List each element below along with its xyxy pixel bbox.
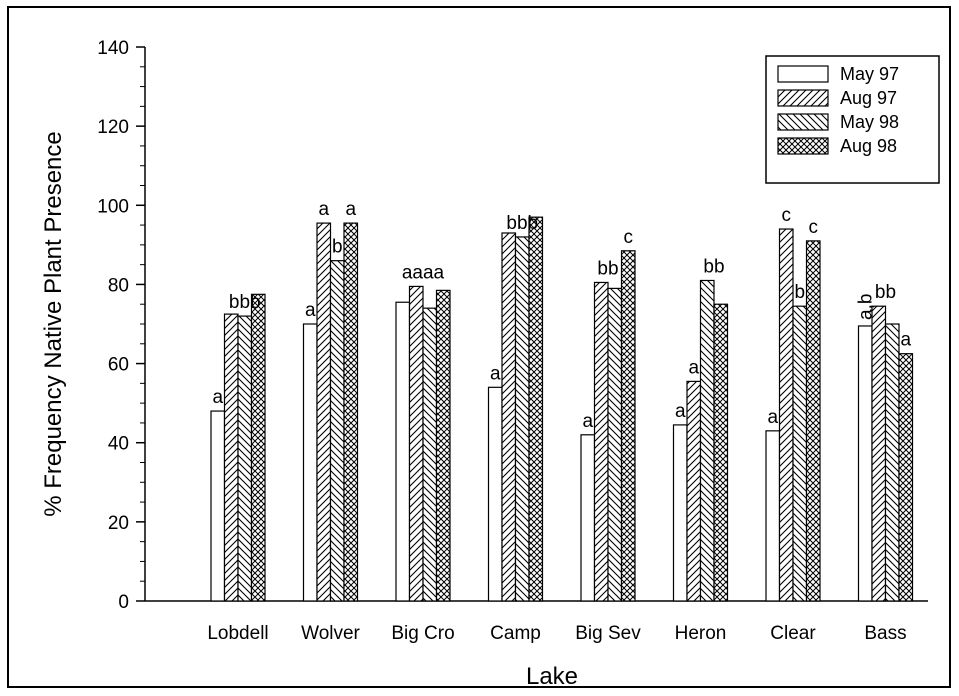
bar-big-sev-may-97	[580, 434, 596, 602]
significance-label: a	[318, 199, 329, 220]
bar-bass-aug-98	[898, 353, 914, 602]
bar-heron-aug-98	[713, 303, 729, 602]
bars	[210, 216, 914, 602]
y-tick-label: 40	[108, 434, 129, 455]
x-tick-label: Clear	[770, 623, 816, 644]
bar-camp-aug-98	[528, 216, 544, 602]
bar-big-cro-aug-97	[408, 285, 424, 602]
significance-label: a,b	[855, 294, 876, 320]
bar-big-sev-may-98	[607, 287, 623, 602]
bar-big-sev-aug-98	[620, 250, 636, 602]
legend-label: May 98	[840, 112, 899, 132]
bar-camp-aug-97	[501, 232, 517, 602]
significance-label: c	[624, 227, 634, 248]
significance-label: a	[345, 199, 356, 220]
y-tick-label: 20	[108, 513, 129, 534]
x-tick-label: Big Cro	[391, 623, 454, 644]
y-tick-label: 60	[108, 355, 129, 376]
bar-lobdell-aug-98	[250, 293, 266, 602]
significance-label: b	[794, 282, 805, 303]
bar-big-cro-may-97	[395, 301, 411, 602]
significance-label: bb	[703, 256, 724, 277]
bar-wolver-may-98	[329, 260, 345, 602]
legend-label: May 97	[840, 64, 899, 84]
bar-bass-may-97	[857, 325, 873, 602]
legend: May 97 Aug 97 May 98 Aug 98	[765, 55, 940, 184]
x-tick-label: Big Sev	[575, 623, 641, 644]
bar-wolver-aug-97	[316, 222, 332, 602]
significance-label: a	[675, 401, 686, 422]
bar-wolver-aug-98	[343, 222, 359, 602]
figure-frame	[7, 6, 951, 688]
y-tick-label: 140	[97, 38, 129, 59]
significance-label: a	[688, 357, 699, 378]
bar-bass-may-98	[884, 323, 900, 602]
x-tick-label: Lobdell	[207, 623, 268, 644]
significance-label: a	[305, 300, 316, 321]
bar-heron-aug-97	[686, 380, 702, 602]
bar-clear-may-98	[792, 305, 808, 602]
legend-swatch	[777, 89, 829, 107]
x-tick-label: Camp	[490, 623, 541, 644]
y-tick-label: 0	[118, 592, 129, 613]
y-tick-label: 80	[108, 275, 129, 296]
significance-label: bb	[875, 282, 896, 303]
significance-label: aaaa	[402, 262, 445, 283]
significance-label: bbb	[506, 213, 538, 234]
significance-label: a	[490, 363, 501, 384]
x-tick-label: Wolver	[301, 623, 360, 644]
bar-lobdell-aug-97	[223, 313, 239, 602]
legend-label: Aug 97	[840, 88, 897, 108]
significance-label: c	[809, 217, 819, 238]
significance-label: bb	[597, 258, 618, 279]
bar-big-cro-aug-98	[435, 289, 451, 602]
x-tick-label: Bass	[864, 623, 906, 644]
significance-label: a	[900, 330, 911, 351]
bar-big-sev-aug-97	[593, 281, 609, 602]
y-axis-title: % Frequency Native Plant Presence	[40, 131, 67, 517]
significance-label: a	[212, 387, 223, 408]
bar-camp-may-97	[487, 386, 503, 602]
significance-label: a	[767, 407, 778, 428]
bar-heron-may-98	[699, 279, 715, 602]
y-tick-label: 120	[97, 117, 129, 138]
legend-swatch	[777, 137, 829, 155]
legend-label: Aug 98	[840, 136, 897, 156]
y-tick-label: 100	[97, 196, 129, 217]
significance-label: a	[582, 411, 593, 432]
x-axis-title: Lake	[526, 663, 578, 690]
bar-big-cro-may-98	[422, 307, 438, 602]
bar-lobdell-may-97	[210, 410, 226, 602]
bar-camp-may-98	[514, 236, 530, 602]
significance-label: c	[782, 205, 792, 226]
bar-clear-aug-97	[778, 228, 794, 602]
significance-label: bbb	[229, 292, 261, 313]
bar-clear-may-97	[765, 430, 781, 602]
axes: 0 20 40 60 80 100 120 140 Lobdell Wolver Big Cro Ca…	[40, 38, 928, 690]
bar-lobdell-may-98	[237, 315, 253, 602]
significance-label: b	[332, 237, 343, 258]
legend-swatch	[777, 113, 829, 131]
bar-heron-may-97	[672, 424, 688, 602]
x-tick-label: Heron	[675, 623, 727, 644]
bar-clear-aug-98	[805, 240, 821, 602]
bar-bass-aug-97	[871, 305, 887, 602]
bar-wolver-may-97	[302, 323, 318, 602]
legend-swatch	[777, 65, 829, 83]
